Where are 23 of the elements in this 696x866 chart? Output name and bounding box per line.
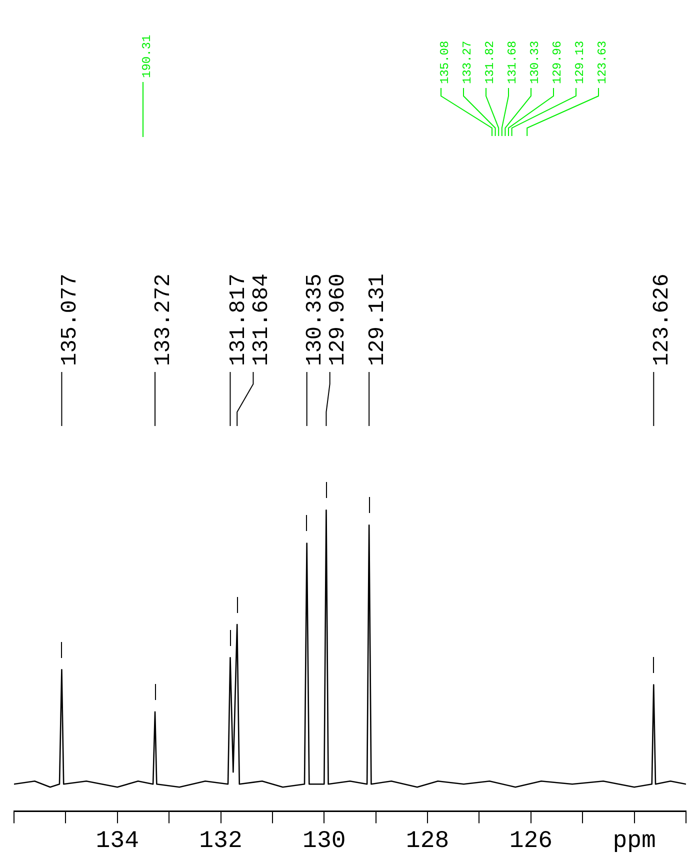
x-tick-label: 134: [96, 828, 139, 855]
x-tick-label: 132: [199, 828, 242, 855]
annotation: 131.817: [226, 274, 252, 366]
text: 131.82: [483, 40, 498, 84]
x-tick-label: 128: [406, 828, 450, 855]
annotation: 129.960: [326, 274, 351, 366]
annotation: 123.626: [649, 274, 674, 366]
x-tick-label: ppm: [612, 828, 656, 855]
annotation: 133.272: [150, 274, 176, 366]
text: 133.27: [460, 40, 475, 84]
annotation: 135.077: [58, 274, 83, 366]
text: 130.33: [528, 40, 542, 84]
annotation: 130.335: [302, 274, 328, 366]
text: 129.13: [573, 40, 588, 84]
text: 123.63: [596, 40, 610, 84]
text: 131.68: [506, 40, 520, 84]
text: 190.31: [140, 34, 154, 78]
text: 129.96: [550, 40, 565, 84]
annotation: 131.684: [249, 274, 274, 366]
x-tick-label: 126: [509, 828, 553, 855]
text: 135.08: [438, 40, 452, 84]
annotation: 129.131: [364, 274, 390, 366]
x-tick-label: 130: [302, 828, 346, 855]
